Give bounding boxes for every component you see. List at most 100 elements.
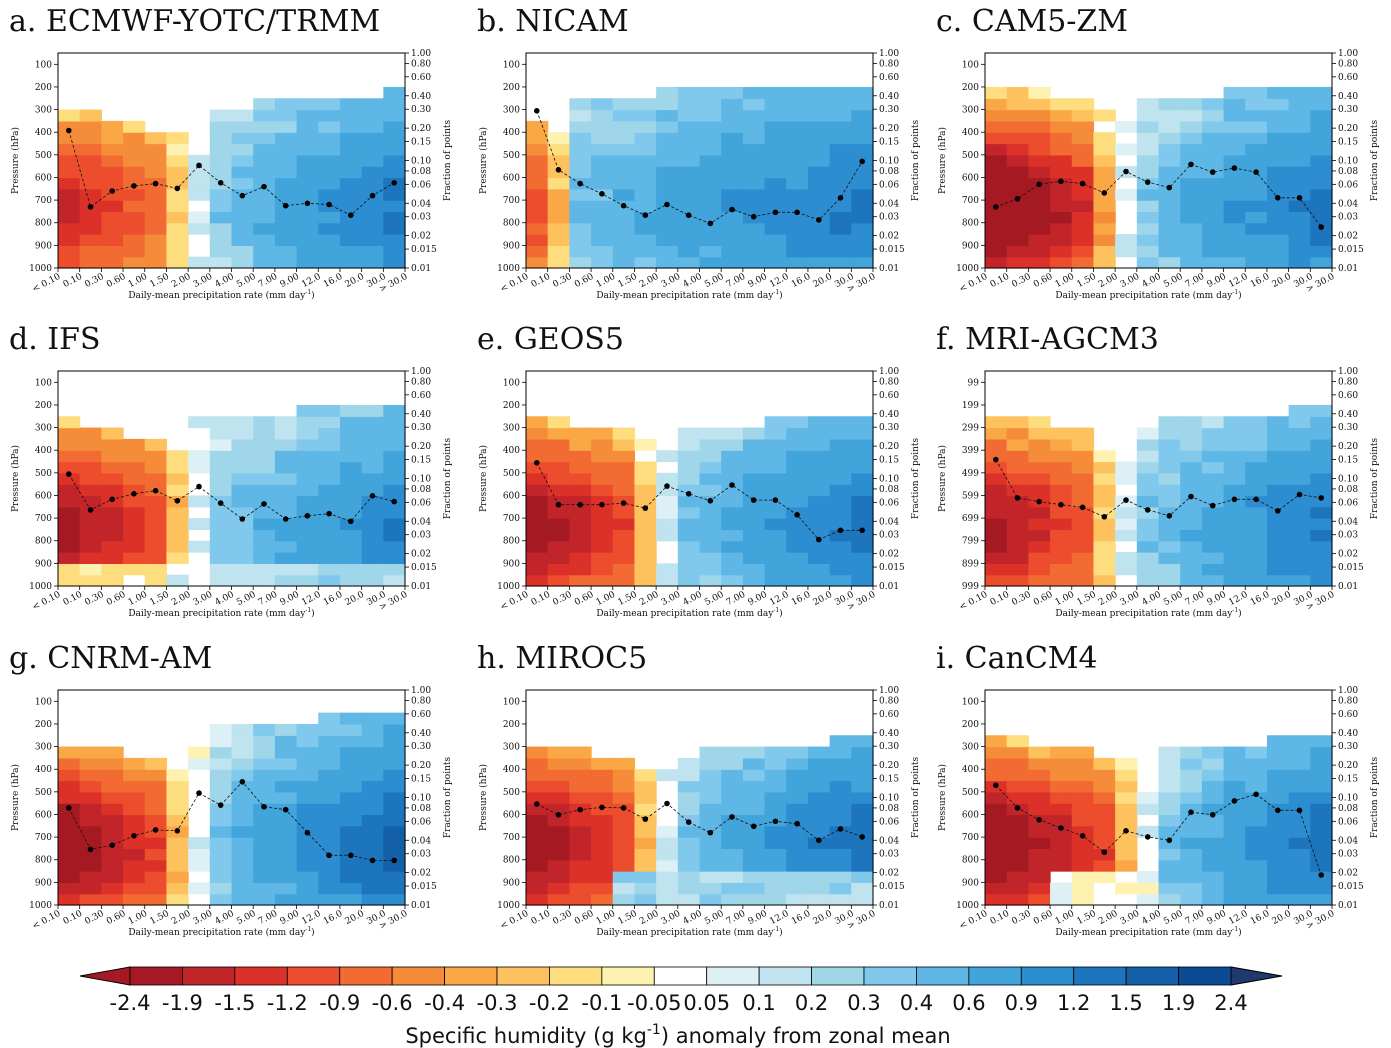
heatmap-cell bbox=[699, 506, 722, 519]
right-tick-label: 0.20 bbox=[879, 124, 899, 134]
y-tick-label: 1000 bbox=[497, 582, 520, 592]
heatmap-cell bbox=[339, 757, 363, 770]
heatmap-cell bbox=[79, 803, 102, 816]
heatmap-cell bbox=[253, 166, 276, 179]
heatmap-cell bbox=[101, 574, 124, 587]
heatmap-cell bbox=[274, 450, 298, 463]
heatmap-cell bbox=[656, 86, 679, 99]
x-axis-label-text: Daily-mean precipitation rate (mm day bbox=[596, 608, 774, 619]
fraction-point bbox=[1058, 178, 1064, 185]
heatmap-cell bbox=[361, 154, 384, 167]
heatmap-cell bbox=[339, 814, 363, 827]
heatmap-cell bbox=[1180, 461, 1203, 474]
heatmap-cell bbox=[1136, 495, 1160, 508]
colorbar-tick-label: -0.9 bbox=[319, 991, 360, 1015]
heatmap-cell bbox=[807, 518, 831, 531]
heatmap-cell bbox=[1245, 188, 1268, 201]
heatmap-cell bbox=[634, 472, 657, 485]
heatmap-cell bbox=[1028, 803, 1051, 816]
y-axis-label: Pressure (hPa) bbox=[478, 445, 489, 512]
heatmap-cell bbox=[1050, 780, 1073, 793]
heatmap-cell bbox=[1223, 769, 1246, 782]
heatmap-cell bbox=[1050, 222, 1073, 235]
heatmap-cell bbox=[296, 222, 319, 235]
heatmap-cell bbox=[123, 859, 146, 872]
heatmap-cell bbox=[612, 166, 636, 179]
heatmap-cell bbox=[1245, 416, 1268, 429]
heatmap-cell bbox=[1136, 882, 1160, 895]
fraction-point bbox=[66, 127, 72, 134]
right-tick-label: 0.02 bbox=[1338, 869, 1358, 879]
x-tick-label: 0.30 bbox=[1010, 909, 1033, 927]
y-tick-label: 399 bbox=[962, 446, 979, 456]
fraction-point bbox=[1014, 495, 1021, 501]
heatmap-cell bbox=[1201, 574, 1225, 587]
fraction-point bbox=[1296, 195, 1303, 201]
heatmap-cell bbox=[1028, 472, 1051, 485]
heatmap-cell bbox=[1028, 211, 1051, 224]
heatmap-cell bbox=[361, 769, 384, 782]
heatmap-cell bbox=[166, 472, 189, 485]
heatmap-cell bbox=[1115, 472, 1138, 485]
fraction-point bbox=[1144, 179, 1151, 185]
heatmap-cell bbox=[721, 882, 744, 895]
heatmap-cell bbox=[591, 461, 614, 474]
fraction-point bbox=[261, 183, 267, 190]
heatmap-cell bbox=[1158, 563, 1181, 576]
heatmap-cell bbox=[569, 529, 592, 542]
heatmap-cell bbox=[209, 814, 233, 827]
heatmap-cell bbox=[985, 825, 1008, 838]
y-tick-label: 1000 bbox=[956, 901, 979, 911]
heatmap-cell bbox=[612, 154, 636, 167]
heatmap-cell bbox=[361, 814, 384, 827]
y-tick-label: 800 bbox=[35, 537, 52, 547]
fraction-point bbox=[620, 500, 627, 506]
heatmap-cell bbox=[634, 769, 657, 782]
heatmap-cell bbox=[144, 780, 168, 793]
heatmap-cell bbox=[166, 166, 189, 179]
heatmap-cell bbox=[1310, 780, 1333, 793]
heatmap-cell bbox=[231, 109, 254, 122]
right-tick-label: 0.03 bbox=[1338, 213, 1358, 223]
heatmap-cell bbox=[634, 518, 657, 531]
heatmap-cell bbox=[851, 98, 874, 111]
heatmap-cell bbox=[1093, 780, 1116, 793]
heatmap-cell bbox=[829, 574, 852, 587]
heatmap-cell bbox=[1115, 780, 1138, 793]
heatmap-cell bbox=[764, 177, 787, 190]
heatmap-cell bbox=[383, 837, 406, 850]
heatmap-cell bbox=[569, 234, 592, 246]
y-tick-label: 800 bbox=[503, 219, 520, 229]
x-axis-label-sup: -1 bbox=[305, 926, 311, 933]
heatmap-cell bbox=[123, 506, 146, 519]
heatmap-cell bbox=[1266, 825, 1290, 838]
heatmap-cell bbox=[1288, 154, 1311, 167]
heatmap-cells bbox=[58, 712, 406, 906]
heatmap-cell bbox=[383, 803, 406, 816]
right-tick-label: 0.30 bbox=[411, 423, 431, 433]
colorbar-swatch bbox=[601, 966, 655, 986]
heatmap-cell bbox=[123, 803, 146, 816]
heatmap-cell bbox=[1093, 245, 1116, 258]
heatmap-cell bbox=[851, 814, 874, 827]
heatmap-cell bbox=[1266, 120, 1290, 133]
heatmap-cell bbox=[742, 450, 766, 463]
heatmap-cell bbox=[1223, 837, 1246, 850]
right-tick-label: 0.01 bbox=[1338, 901, 1358, 911]
right-tick-label: 0.20 bbox=[1338, 124, 1358, 134]
heatmap-cell bbox=[807, 416, 831, 429]
x-tick-label: 0.60 bbox=[105, 272, 128, 290]
heatmap-cell bbox=[547, 461, 570, 474]
heatmap-cell bbox=[1028, 563, 1051, 576]
heatmap-cell bbox=[699, 791, 722, 804]
heatmap-cell bbox=[1288, 166, 1311, 179]
heatmap-cell bbox=[677, 154, 701, 167]
heatmap-cell bbox=[829, 495, 852, 508]
heatmap-cell bbox=[383, 416, 406, 429]
right-axis-label: Fraction of points bbox=[443, 438, 453, 520]
heatmap-cell bbox=[1028, 188, 1051, 201]
heatmap-cell bbox=[569, 746, 592, 759]
heatmap-cell bbox=[591, 540, 614, 553]
heatmap-cell bbox=[569, 780, 592, 793]
heatmap-cell bbox=[591, 757, 614, 770]
